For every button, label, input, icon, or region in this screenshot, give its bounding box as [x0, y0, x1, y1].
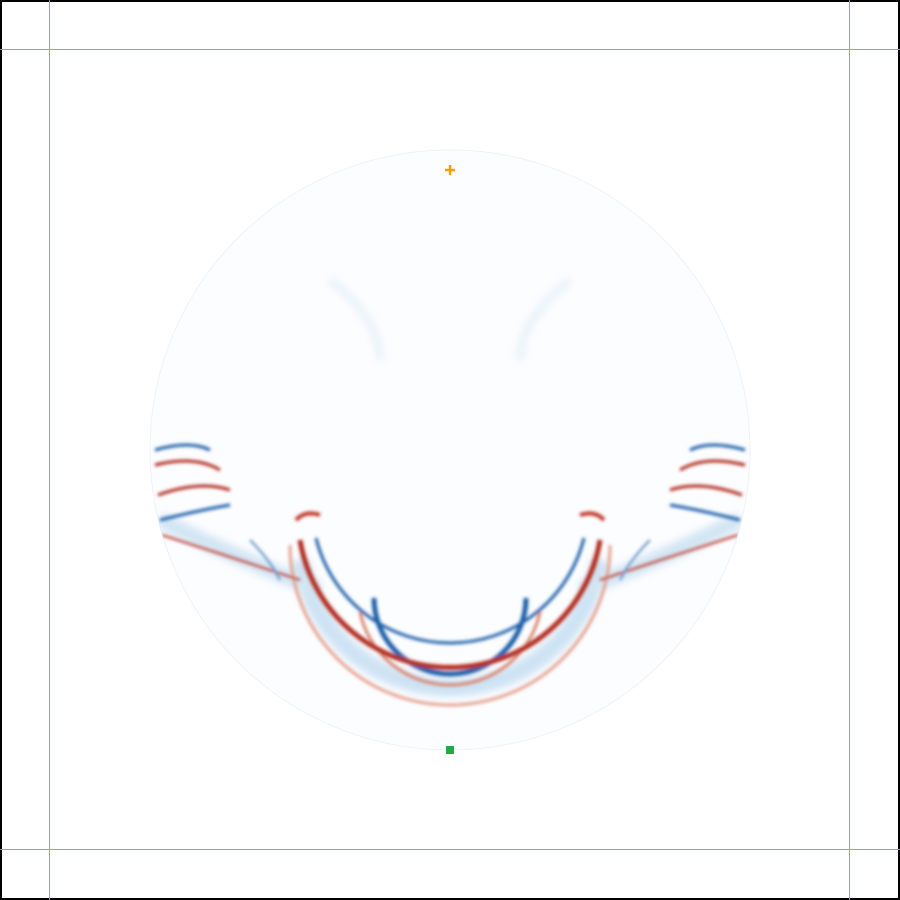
- wavefield: [154, 276, 746, 707]
- domain-disk: [149, 149, 751, 751]
- source-marker: [445, 165, 455, 175]
- receiver-marker: [446, 746, 454, 754]
